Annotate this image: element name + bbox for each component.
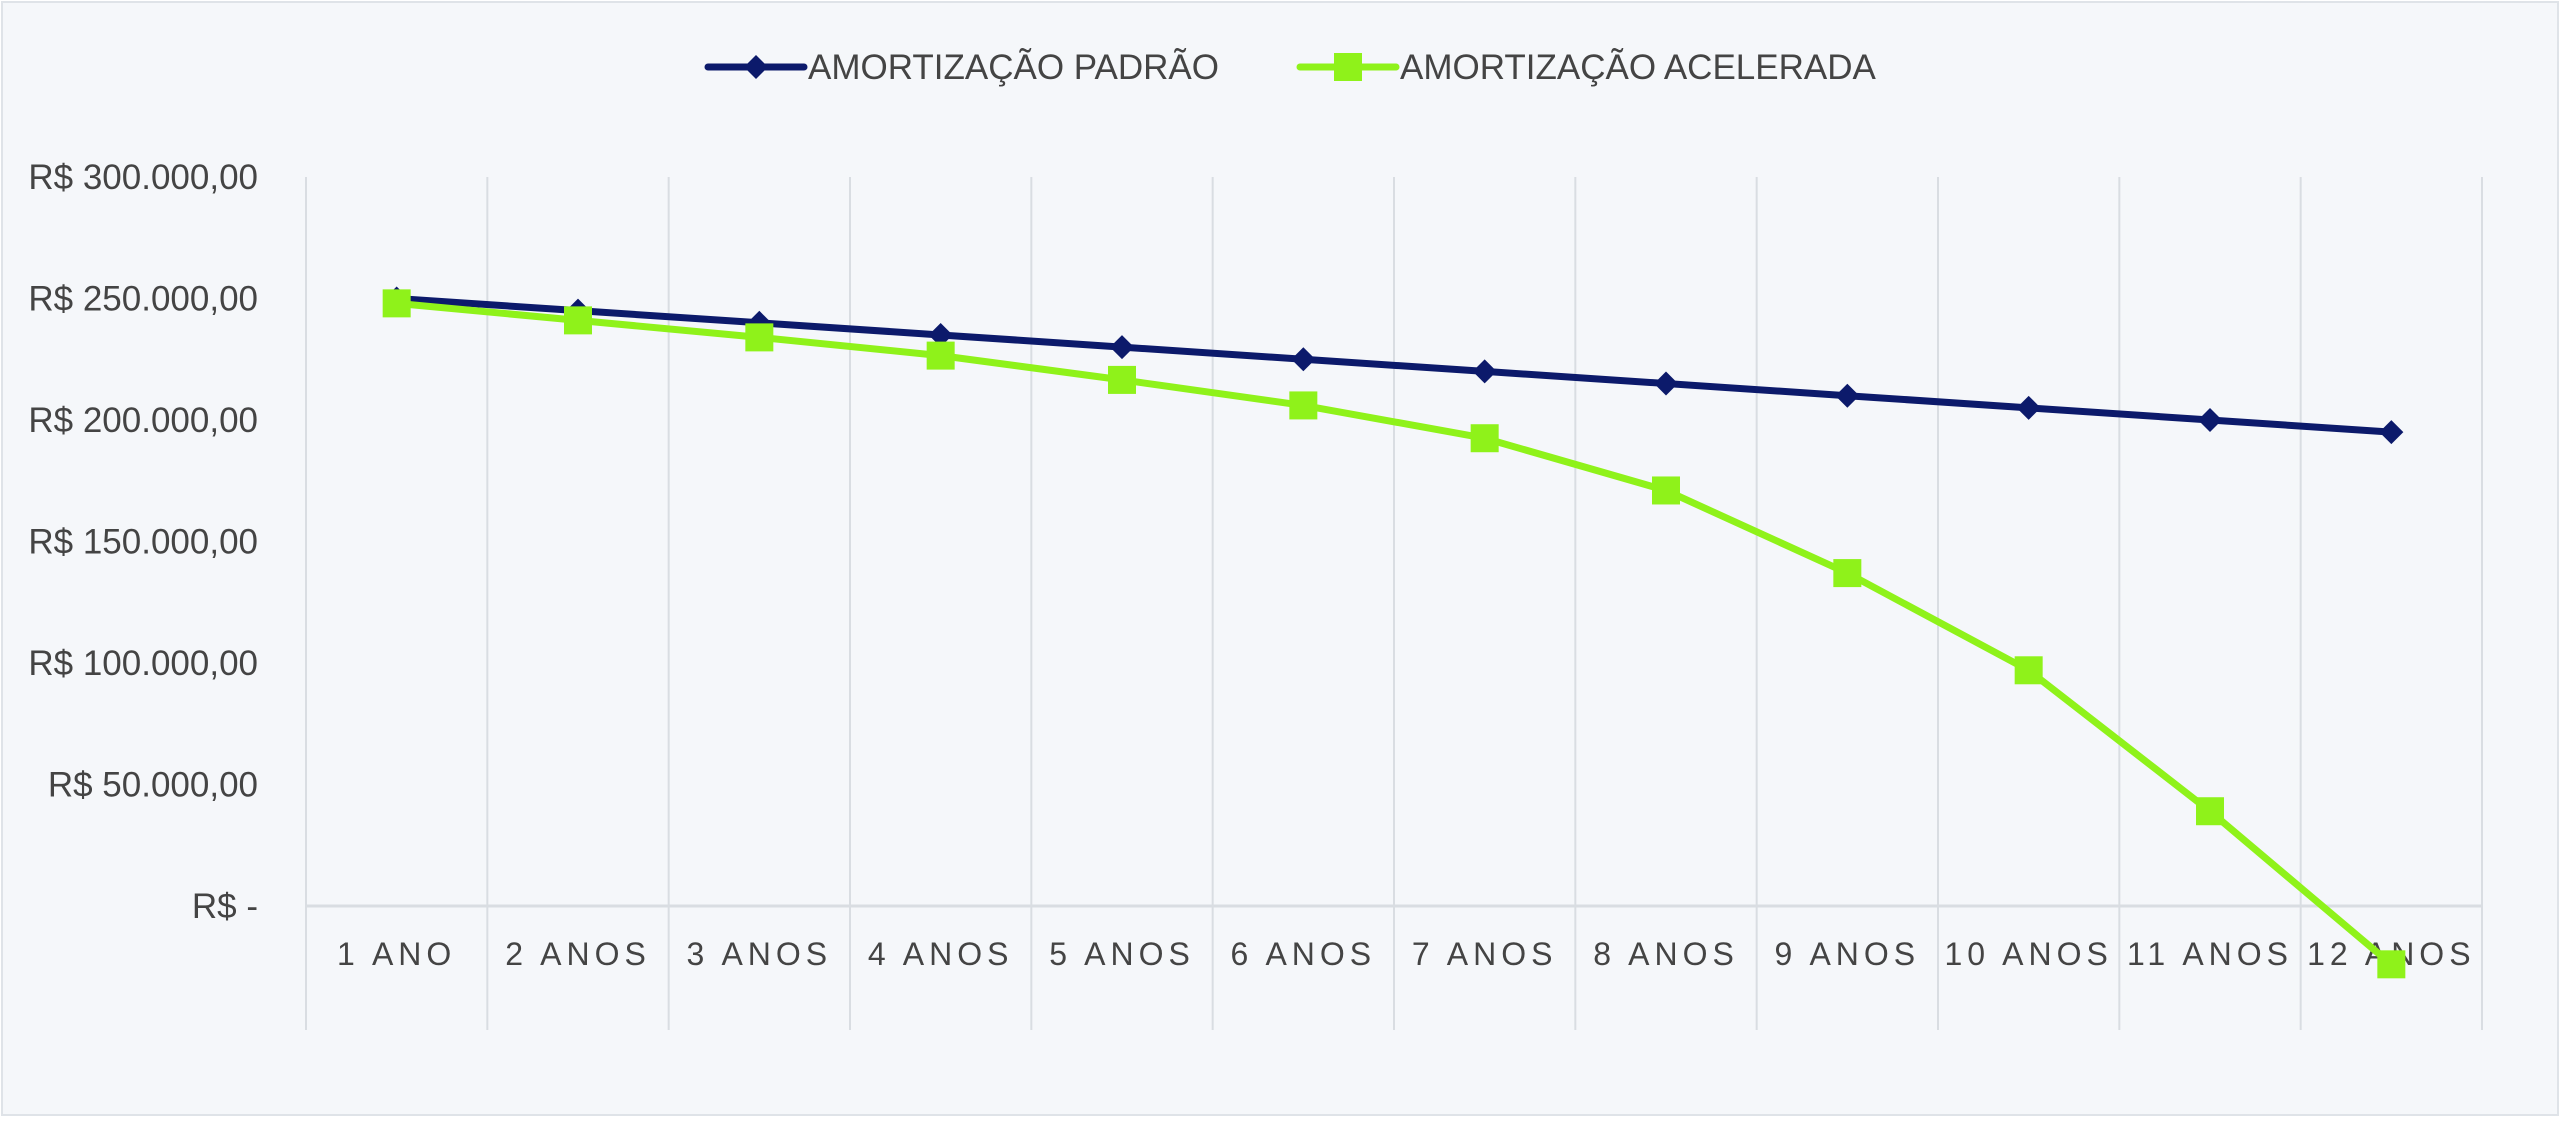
series-line: [393, 299, 2395, 968]
y-tick-label: R$ 250.000,00: [28, 280, 258, 319]
legend-label: AMORTIZAÇÃO PADRÃO: [808, 48, 1219, 87]
y-tick-label: R$ 100.000,00: [28, 644, 258, 683]
data-point-square: [1289, 391, 1318, 420]
x-tick-label: 11 ANOS: [2127, 936, 2293, 972]
y-tick-label: R$ 50.000,00: [48, 766, 258, 805]
data-point-square: [1652, 476, 1680, 505]
data-point-diamond: [1472, 359, 1497, 384]
x-tick-label: 7 ANOS: [1412, 936, 1558, 972]
legend-label: AMORTIZAÇÃO ACELERADA: [1400, 48, 1877, 87]
data-point-square: [1470, 424, 1499, 453]
data-point-square: [1108, 365, 1136, 394]
y-tick-label: R$ 150.000,00: [28, 523, 258, 562]
series-lines: [382, 286, 2406, 979]
legend-marker-diamond: [744, 55, 768, 79]
data-point-diamond: [2198, 408, 2222, 432]
data-point-diamond: [1654, 371, 1678, 396]
x-tick-label: 2 ANOS: [505, 936, 651, 972]
x-tick-label: 1 ANO: [337, 936, 456, 972]
y-tick-label: R$ 200.000,00: [28, 401, 258, 440]
data-point-square: [564, 306, 592, 335]
series-line: [393, 295, 2395, 436]
data-point-square: [382, 289, 411, 318]
x-tick-label: 6 ANOS: [1231, 936, 1377, 972]
x-axis-ticks: 1 ANO 2 ANOS 3 ANOS 4 ANOS 5 ANOS 6 ANOS 7 ANO…: [337, 936, 2471, 972]
x-tick-label: 9 ANOS: [1775, 936, 1921, 972]
x-tick-label: 10 ANOS: [1944, 936, 2112, 972]
data-point-diamond: [928, 322, 953, 347]
data-point-diamond: [1110, 335, 1134, 360]
x-tick-label: 8 ANOS: [1593, 936, 1739, 972]
data-point-square: [2196, 797, 2224, 826]
data-point-diamond: [1835, 383, 1860, 408]
data-point-diamond: [2379, 420, 2404, 445]
data-point-square: [1833, 559, 1862, 588]
data-point-square: [2014, 656, 2043, 685]
legend-marker-square: [1334, 53, 1362, 81]
y-tick-label: R$ -: [192, 887, 258, 926]
legend: AMORTIZAÇÃO PADRÃO AMORTIZAÇÃO ACELERADA: [704, 48, 1877, 87]
data-point-square: [745, 323, 774, 352]
y-tick-label: R$ 300.000,00: [28, 158, 258, 197]
data-point-square: [926, 341, 955, 370]
data-point-diamond: [2016, 395, 2041, 420]
gridlines: [305, 177, 2483, 1030]
y-axis-ticks: R$ 300.000,00 R$ 250.000,00 R$ 200.000,00 R…: [28, 158, 258, 926]
data-point-square: [2377, 950, 2406, 979]
x-tick-label: 5 ANOS: [1049, 936, 1195, 972]
x-tick-label: 4 ANOS: [868, 936, 1014, 972]
data-point-diamond: [1291, 347, 1316, 372]
x-tick-label: 3 ANOS: [687, 936, 833, 972]
